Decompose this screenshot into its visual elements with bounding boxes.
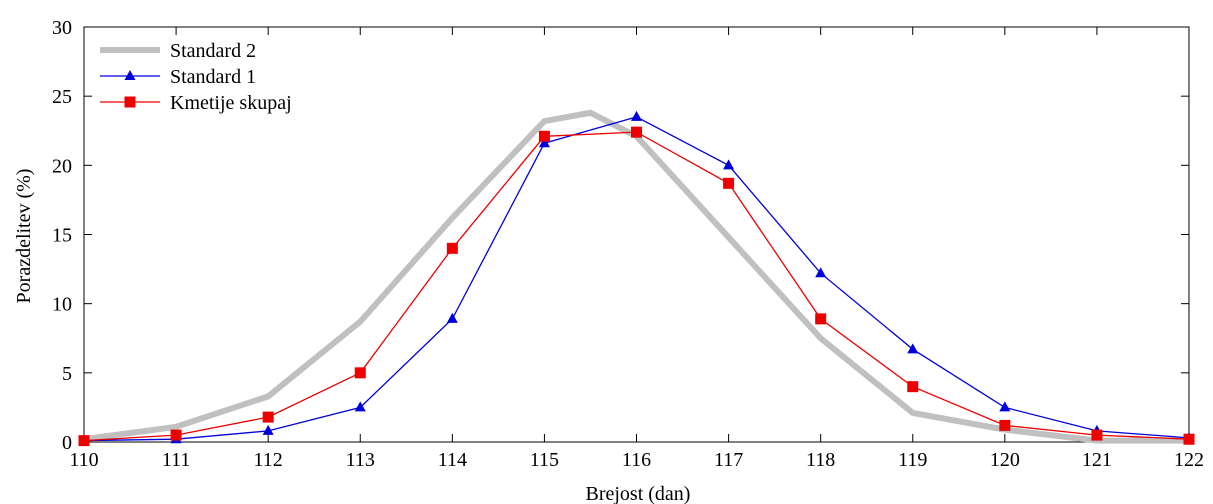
data-point bbox=[354, 401, 366, 412]
data-point bbox=[78, 435, 90, 447]
data-point bbox=[262, 424, 274, 435]
data-point bbox=[815, 267, 827, 278]
y-tick-label: 20 bbox=[52, 155, 72, 177]
legend: Standard 2 Standard 1 Kmetije skupaj bbox=[100, 40, 292, 114]
y-tick-label: 5 bbox=[62, 363, 72, 385]
data-point bbox=[723, 159, 735, 170]
data-point bbox=[170, 429, 182, 441]
y-tick-label: 0 bbox=[62, 432, 72, 454]
x-tick-label: 111 bbox=[162, 449, 191, 471]
series-line bbox=[83, 116, 1190, 442]
data-point bbox=[1183, 433, 1195, 445]
data-point bbox=[446, 242, 458, 254]
data-point bbox=[538, 130, 550, 142]
legend-label: Standard 2 bbox=[170, 40, 256, 62]
legend-marker bbox=[124, 96, 136, 108]
x-tick-label: 110 bbox=[69, 449, 98, 471]
x-tick-label: 114 bbox=[438, 449, 467, 471]
legend-marker bbox=[124, 70, 136, 80]
legend-label: Standard 1 bbox=[170, 66, 256, 88]
legend-item: Kmetije skupaj bbox=[100, 92, 292, 114]
series-layer bbox=[78, 109, 1195, 447]
axis-ticks: 110 111 112 113 114 115 116 117 118 119 120 121 122 0… bbox=[52, 17, 1204, 471]
plot-border bbox=[83, 26, 1190, 443]
x-tick-label: 120 bbox=[990, 449, 1020, 471]
x-tick-label: 115 bbox=[530, 449, 559, 471]
x-tick-label: 112 bbox=[254, 449, 283, 471]
y-tick-label: 15 bbox=[52, 225, 72, 247]
y-tick-label: 30 bbox=[52, 17, 72, 39]
x-tick-label: 122 bbox=[1174, 449, 1204, 471]
data-point bbox=[907, 343, 919, 354]
x-tick-label: 119 bbox=[898, 449, 927, 471]
data-point bbox=[262, 411, 274, 423]
data-point bbox=[907, 381, 919, 393]
data-point bbox=[631, 110, 642, 121]
data-point bbox=[999, 401, 1011, 412]
x-tick-label: 118 bbox=[806, 449, 835, 471]
series-line bbox=[83, 131, 1190, 442]
data-point bbox=[538, 137, 550, 148]
series-kmetije-skupaj bbox=[78, 126, 1195, 447]
data-point bbox=[723, 177, 735, 189]
data-point bbox=[999, 419, 1011, 431]
data-point bbox=[446, 312, 458, 323]
x-tick-label: 113 bbox=[346, 449, 375, 471]
x-axis-title: Brejost (dan) bbox=[586, 483, 691, 504]
legend-label: Kmetije skupaj bbox=[170, 92, 292, 114]
data-point bbox=[631, 126, 642, 138]
x-tick-label: 117 bbox=[714, 449, 743, 471]
legend-item: Standard 2 bbox=[100, 40, 256, 62]
data-point bbox=[815, 313, 827, 325]
legend-item: Standard 1 bbox=[100, 66, 256, 88]
series-standard-1 bbox=[78, 110, 1195, 445]
x-tick-label: 121 bbox=[1082, 449, 1112, 471]
x-tick-label: 116 bbox=[622, 449, 651, 471]
data-point bbox=[354, 367, 366, 379]
y-tick-label: 25 bbox=[52, 86, 72, 108]
y-tick-label: 10 bbox=[52, 294, 72, 316]
data-point bbox=[1091, 429, 1103, 441]
y-axis-title: Porazdelitev (%) bbox=[13, 169, 35, 304]
series-line bbox=[83, 109, 1189, 444]
plot-frame bbox=[83, 26, 1190, 443]
series-standard-2 bbox=[83, 109, 1189, 444]
